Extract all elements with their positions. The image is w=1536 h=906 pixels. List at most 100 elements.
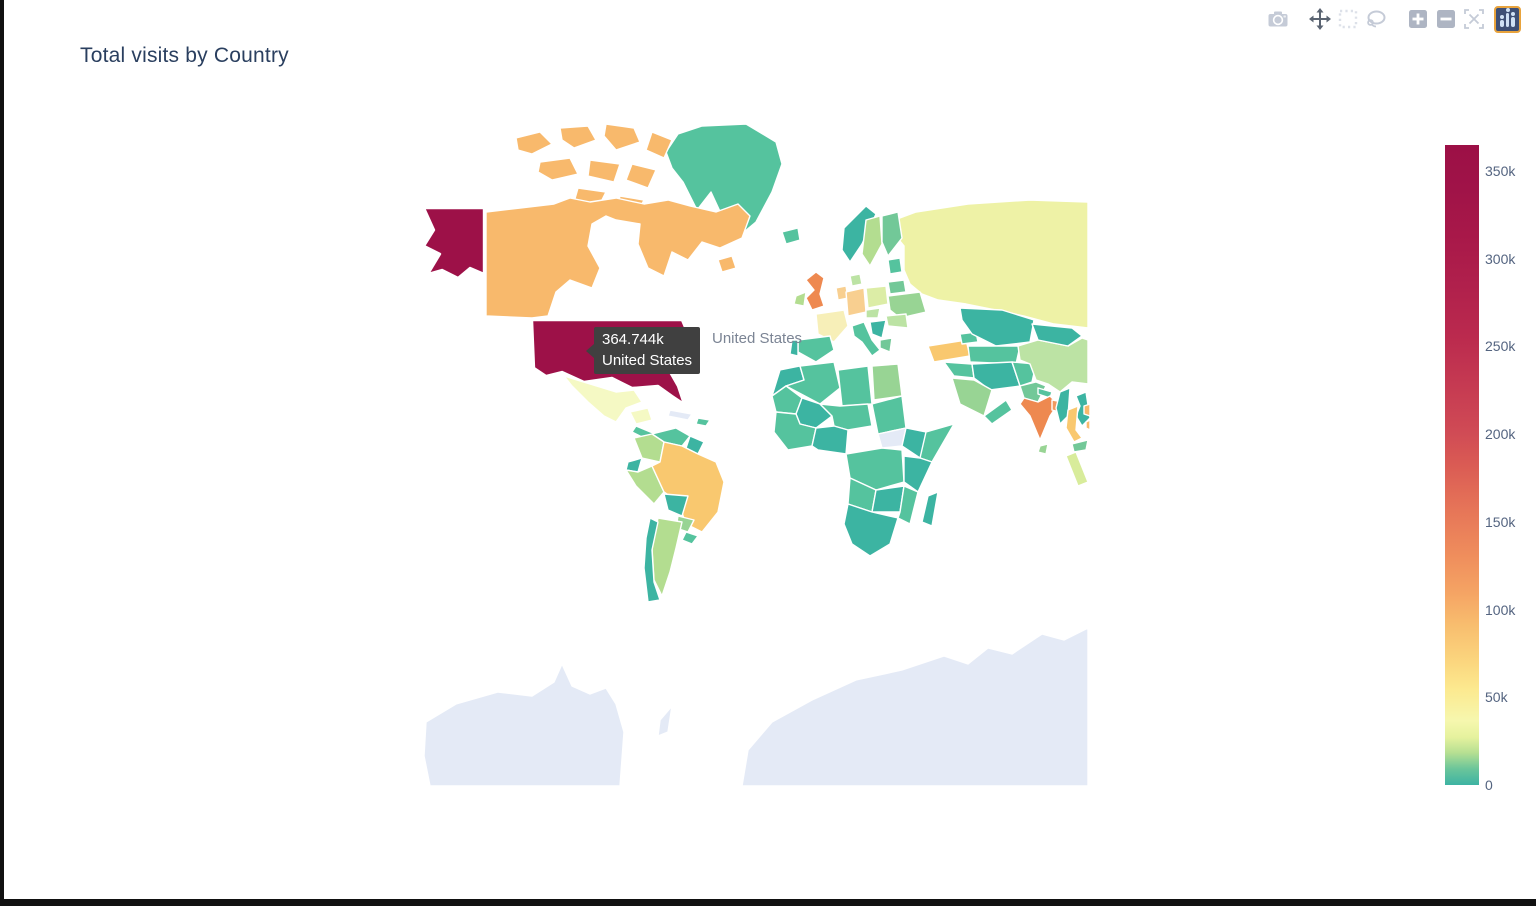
chart-title: Total visits by Country: [80, 44, 289, 67]
country-baltics[interactable]: [887, 257, 903, 275]
colorbar-tick-label: 150k: [1485, 513, 1516, 530]
country-nigeria[interactable]: [811, 425, 849, 455]
colorbar-tick-label: 200k: [1485, 426, 1516, 443]
country-sudan[interactable]: [871, 395, 907, 435]
logo-bar: [1505, 7, 1510, 27]
country-greenland[interactable]: [665, 123, 783, 238]
country-central-asia[interactable]: [967, 345, 1021, 365]
country-mexico[interactable]: [563, 375, 643, 423]
country-kenya-tanzania[interactable]: [903, 455, 933, 493]
country-madagascar[interactable]: [921, 491, 939, 527]
box-select-icon: [1338, 9, 1358, 29]
country-canada[interactable]: [717, 255, 737, 273]
country-ukraine[interactable]: [887, 291, 927, 319]
country-denmark[interactable]: [849, 273, 863, 287]
zoom-out-button[interactable]: [1432, 6, 1460, 32]
country-kazakhstan[interactable]: [959, 307, 1035, 347]
country-canada[interactable]: [485, 197, 751, 319]
colorbar-tick-label: 250k: [1485, 338, 1516, 355]
download-png-button[interactable]: [1264, 6, 1292, 32]
country-libya[interactable]: [837, 365, 873, 407]
minus-icon: [1436, 9, 1456, 29]
country-romania[interactable]: [885, 313, 909, 329]
pan-icon: [1309, 8, 1331, 30]
country-antarctica[interactable]: [657, 705, 673, 737]
country-bolivia[interactable]: [663, 493, 689, 517]
country-greece[interactable]: [879, 337, 893, 353]
country-canada-islands: [515, 123, 673, 217]
window-border-bottom: [0, 899, 1536, 906]
country-poland[interactable]: [865, 285, 889, 309]
country-india[interactable]: [1019, 395, 1059, 441]
hover-tooltip: 364.744k United States: [586, 327, 701, 374]
colorbar-tick-label: 50k: [1485, 689, 1508, 706]
box-select-button[interactable]: [1334, 6, 1362, 32]
country-mongolia[interactable]: [1031, 323, 1083, 347]
country-belarus[interactable]: [887, 279, 907, 295]
country-yemen-oman[interactable]: [983, 399, 1013, 425]
country-antarctica[interactable]: [741, 627, 1089, 787]
country-somalia[interactable]: [919, 423, 955, 463]
country-mozambique[interactable]: [897, 485, 919, 525]
country-portugal[interactable]: [789, 339, 799, 357]
country-saudi-arabia[interactable]: [951, 377, 993, 417]
country-malaysia[interactable]: [1071, 439, 1089, 453]
country-czechia[interactable]: [865, 307, 881, 319]
logo-bar: [1511, 11, 1516, 27]
tooltip-country: United States: [602, 352, 693, 369]
country-indonesia[interactable]: [1065, 451, 1089, 487]
country-sweden[interactable]: [861, 215, 883, 267]
country-united-states-alaska[interactable]: [422, 206, 486, 280]
country-philippines[interactable]: [1085, 419, 1091, 431]
zoom-in-button[interactable]: [1404, 6, 1432, 32]
reset-view-button[interactable]: [1460, 6, 1488, 32]
colorbar-tick-label: 350k: [1485, 162, 1516, 179]
country-uruguay[interactable]: [681, 531, 699, 545]
colorbar-ticks: 0 50k 100k 150k 200k 250k 300k 350k: [1485, 145, 1535, 793]
choropleth-map: [420, 120, 1091, 795]
country-colombia[interactable]: [633, 433, 665, 463]
country-finland[interactable]: [881, 211, 903, 257]
tooltip-arrow-icon: [586, 343, 594, 358]
camera-icon: [1267, 8, 1289, 30]
country-myanmar[interactable]: [1055, 387, 1071, 425]
tooltip-value: 364.744k: [602, 331, 664, 348]
plotly-logo-icon[interactable]: [1494, 5, 1521, 33]
country-france[interactable]: [815, 309, 849, 343]
country-zambia-zimbabwe[interactable]: [871, 485, 905, 513]
colorbar-tick-label: 100k: [1485, 601, 1516, 618]
country-mexico[interactable]: [629, 407, 653, 425]
hover-outside-label: United States: [712, 330, 803, 347]
lasso-select-button[interactable]: [1362, 6, 1390, 32]
country-antarctica[interactable]: [423, 663, 625, 787]
country-balkans[interactable]: [869, 319, 887, 339]
country-egypt[interactable]: [871, 363, 903, 401]
country-iraq-syria[interactable]: [943, 361, 975, 379]
country-italy[interactable]: [851, 321, 881, 357]
country-spain[interactable]: [797, 335, 835, 363]
logo-bar: [1500, 14, 1504, 27]
country-united-kingdom[interactable]: [805, 271, 825, 311]
country-hispaniola[interactable]: [695, 417, 711, 427]
plus-icon: [1408, 9, 1428, 29]
country-germany[interactable]: [845, 287, 867, 317]
country-iran[interactable]: [971, 361, 1021, 391]
country-philippines[interactable]: [1083, 403, 1091, 417]
colorbar-tick-label: 0: [1485, 777, 1493, 793]
country-southern-africa[interactable]: [843, 503, 899, 557]
modebar: [1264, 4, 1521, 34]
country-thailand[interactable]: [1065, 405, 1083, 443]
colorbar-tick-label: 300k: [1485, 250, 1516, 267]
country-cuba[interactable]: [667, 409, 693, 421]
country-sri-lanka[interactable]: [1037, 443, 1049, 455]
lasso-icon: [1365, 8, 1387, 30]
colorbar: [1445, 145, 1479, 785]
reset-icon: [1463, 8, 1485, 30]
country-mali[interactable]: [795, 397, 833, 429]
pan-button[interactable]: [1306, 6, 1334, 32]
country-vietnam-laos[interactable]: [1075, 391, 1091, 427]
country-chile[interactable]: [643, 517, 661, 603]
country-ireland[interactable]: [793, 291, 807, 307]
country-iceland[interactable]: [781, 227, 801, 245]
